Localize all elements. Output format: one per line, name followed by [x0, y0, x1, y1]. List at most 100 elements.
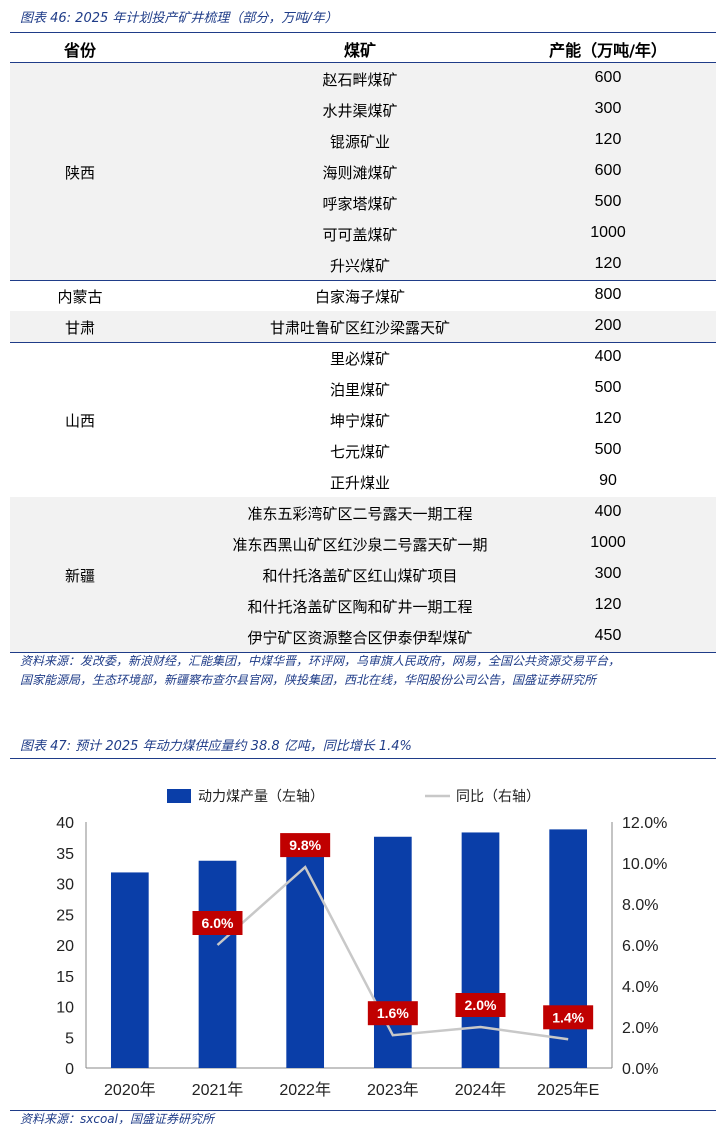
data-label: 1.6%	[377, 1005, 409, 1021]
data-label: 9.8%	[289, 837, 321, 853]
mine-cell: 正升煤业	[329, 474, 390, 492]
table-source: 资料来源：发改委，新浪财经，汇能集团，中煤华晋，环评网，乌审旗人民政府，网易，全…	[20, 652, 620, 690]
mine-cell: 赵石畔煤矿	[322, 71, 398, 89]
chart-svg: 0 5 10 15 20 25 30 35 40 0.0% 2.0% 4.0% 6.0% 8.0% 10.0…	[56, 789, 667, 1099]
category-label: 2025年E	[537, 1081, 599, 1099]
right-tick-label: 2.0%	[622, 1020, 658, 1037]
mine-cell: 坤宁煤矿	[329, 412, 390, 430]
mine-cell: 准东五彩湾矿区二号露天一期工程	[247, 505, 473, 523]
mine-cell: 泊里煤矿	[329, 381, 390, 399]
mine-cell: 七元煤矿	[329, 443, 390, 461]
data-label-box	[280, 833, 331, 858]
capacity-cell: 500	[594, 379, 622, 396]
province-cell: 陕西	[64, 163, 95, 182]
right-tick-label: 12.0%	[622, 815, 667, 832]
left-tick-label: 10	[56, 1000, 74, 1017]
category-label: 2021年	[192, 1081, 244, 1099]
table-source-line2: 国家能源局，生态环境部，新疆察布查尔县官网，陕投集团，西北在线，华阳股份公司公告…	[20, 673, 597, 687]
capacity-cell: 200	[594, 317, 622, 334]
province-cell: 甘肃	[64, 318, 95, 337]
mine-cell: 甘肃吐鲁矿区红沙梁露天矿	[269, 319, 450, 337]
bar	[461, 832, 500, 1068]
capacity-cell: 120	[594, 131, 622, 148]
bar	[373, 836, 412, 1068]
capacity-cell: 1000	[590, 534, 626, 551]
chart-top-rule	[10, 758, 716, 759]
category-label: 2022年	[279, 1081, 331, 1099]
bar	[286, 840, 325, 1068]
legend-bar-label: 动力煤产量（左轴）	[198, 789, 324, 805]
capacity-cell: 120	[594, 255, 622, 272]
group-rule	[10, 342, 716, 343]
mine-cell: 伊宁矿区资源整合区伊泰伊犁煤矿	[247, 629, 473, 647]
chart-source: 资料来源：sxcoal，国盛证券研究所	[20, 1112, 214, 1126]
mine-cell: 锟源矿业	[329, 133, 390, 151]
group-band	[10, 497, 716, 652]
group-band	[10, 63, 716, 280]
group-rule	[10, 280, 716, 281]
capacity-cell: 600	[594, 162, 622, 179]
capacity-cell: 300	[594, 100, 622, 117]
mine-cell: 准东西黑山矿区红沙泉二号露天矿一期	[232, 536, 488, 554]
header-capacity: 产能（万吨/年）	[549, 41, 667, 60]
left-tick-label: 30	[56, 877, 74, 894]
bar	[110, 872, 149, 1068]
left-tick-label: 20	[56, 938, 74, 955]
right-tick-label: 0.0%	[622, 1061, 658, 1078]
mine-cell: 呼家塔煤矿	[322, 195, 398, 213]
category-label: 2024年	[455, 1081, 507, 1099]
mine-cell: 白家海子煤矿	[314, 288, 405, 306]
table-top-rule	[10, 32, 716, 33]
capacity-cell: 300	[594, 565, 622, 582]
data-label-box	[367, 1001, 418, 1026]
data-label: 1.4%	[552, 1009, 584, 1025]
capacity-cell: 500	[594, 441, 622, 458]
mine-cell: 水井渠煤矿	[322, 102, 398, 120]
chart-bottom-rule	[10, 1110, 716, 1111]
capacity-cell: 450	[594, 627, 622, 644]
table-header-row: 省份 煤矿 产能（万吨/年）	[10, 33, 716, 62]
bar	[549, 829, 588, 1068]
data-label-box	[455, 993, 506, 1017]
data-label-box	[543, 1005, 594, 1030]
legend-line-label: 同比（右轴）	[456, 789, 540, 805]
table-caption: 图表 46: 2025 年计划投产矿井梳理（部分，万吨/年）	[20, 11, 338, 26]
right-tick-label: 8.0%	[622, 897, 658, 914]
header-province: 省份	[63, 41, 96, 60]
group-rule	[10, 652, 716, 653]
mine-cell: 和什托洛盖矿区陶和矿井一期工程	[247, 598, 473, 616]
right-tick-label: 10.0%	[622, 856, 667, 873]
left-tick-label: 5	[65, 1030, 74, 1047]
data-label: 6.0%	[202, 915, 234, 931]
bar	[198, 860, 237, 1068]
mine-cell: 升兴煤矿	[329, 257, 390, 275]
header-mine: 煤矿	[343, 41, 376, 60]
chart-caption: 图表 47: 预计 2025 年动力煤供应量约 38.8 亿吨，同比增长 1.4…	[20, 739, 412, 754]
data-label-box	[192, 911, 243, 935]
data-label: 2.0%	[465, 997, 497, 1013]
category-label: 2020年	[104, 1081, 156, 1099]
capacity-cell: 600	[594, 69, 622, 86]
capacity-cell: 90	[599, 472, 617, 489]
left-tick-label: 15	[56, 969, 74, 986]
province-cell: 新疆	[64, 566, 95, 585]
capacity-cell: 120	[594, 596, 622, 613]
category-label: 2023年	[367, 1081, 419, 1099]
left-tick-label: 40	[56, 815, 74, 832]
right-tick-label: 4.0%	[622, 979, 658, 996]
table-header-rule	[10, 62, 716, 63]
table-source-line1: 资料来源：发改委，新浪财经，汇能集团，中煤华晋，环评网，乌审旗人民政府，网易，全…	[20, 654, 621, 668]
province-cell: 山西	[64, 411, 95, 430]
left-tick-label: 35	[56, 846, 74, 863]
left-tick-label: 25	[56, 907, 74, 924]
mine-cell: 海则滩煤矿	[322, 164, 398, 182]
yoy-line	[216, 865, 569, 1041]
legend-bar-swatch	[167, 789, 191, 803]
capacity-cell: 500	[594, 193, 622, 210]
capacity-cell: 120	[594, 410, 622, 427]
mine-cell: 和什托洛盖矿区红山煤矿项目	[262, 567, 458, 585]
mine-cell: 可可盖煤矿	[322, 226, 398, 244]
province-cell: 内蒙古	[57, 287, 103, 306]
capacity-cell: 800	[594, 286, 622, 303]
capacity-cell: 400	[594, 348, 622, 365]
